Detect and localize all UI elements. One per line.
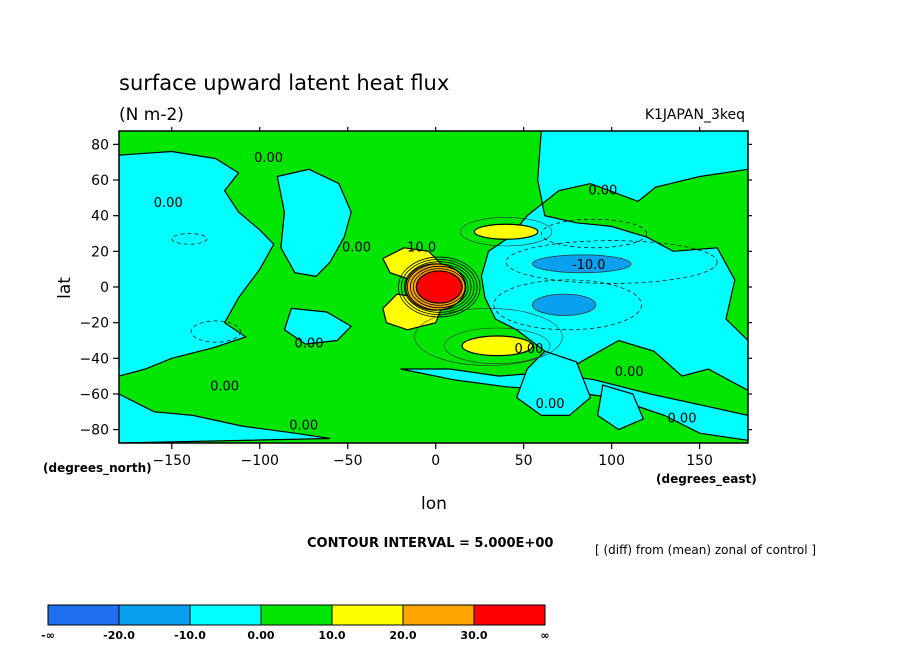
y-tick-label: 40 <box>91 209 109 225</box>
colorbar-label: 10.0 <box>318 629 345 642</box>
y-tick-label: −40 <box>79 351 109 367</box>
cyan-region <box>119 150 275 377</box>
x-units-label: (degrees_east) <box>656 472 757 487</box>
contour-lines <box>171 217 718 366</box>
contour-label: 0.00 <box>615 365 644 380</box>
contour-line-negative <box>493 279 642 331</box>
colorbar-label: ∞ <box>540 629 549 642</box>
colorbar-label: 20.0 <box>389 629 416 642</box>
x-tick-label: 150 <box>686 453 713 469</box>
contour-line-positive <box>414 308 563 366</box>
y-tick-label: 20 <box>91 244 109 260</box>
colorbar-bin <box>331 604 404 626</box>
contour-label: 0.00 <box>668 411 697 426</box>
x-tick-label: 100 <box>598 453 625 469</box>
x-tick-label: −150 <box>153 453 191 469</box>
contour-line-negative <box>171 233 208 245</box>
blue-region-south <box>532 293 597 316</box>
colorbar: -∞ -20.0 -10.0 0.00 10.0 20.0 30.0 ∞ <box>41 604 550 642</box>
contour-interval-text: CONTOUR INTERVAL = 5.000E+00 <box>307 536 553 551</box>
colorbar-bin <box>402 604 475 626</box>
x-axis-ticks: −150 −100 −50 0 50 100 150 <box>153 127 713 469</box>
contour-line-negative <box>505 240 718 284</box>
x-tick-label: −100 <box>241 453 279 469</box>
contour-field: 0.00 0.00 0.00 0.00 10.0 -10.0 0.00 0.00 0.00 0.0… <box>119 131 748 443</box>
diff-note-text: [ (diff) from (mean) zonal of control ] <box>595 543 816 557</box>
colorbar-label: 30.0 <box>460 629 487 642</box>
y-tick-label: 60 <box>91 173 109 189</box>
y-tick-label: 80 <box>91 137 109 153</box>
contour-line-positive <box>403 261 475 313</box>
cyan-region <box>283 307 353 345</box>
colorbar-label: -∞ <box>41 629 55 642</box>
cyan-region <box>596 384 645 431</box>
contour-line-positive <box>397 256 481 318</box>
contour-line-positive <box>406 263 472 311</box>
colorbar-bin <box>473 604 546 626</box>
y-units-label: (degrees_north) <box>43 461 152 476</box>
x-axis-label: lon <box>421 494 447 514</box>
x-tick-label: −50 <box>333 453 363 469</box>
red-region-core <box>415 270 463 304</box>
y-tick-label: 0 <box>100 280 109 296</box>
contour-label: 0.00 <box>536 397 565 412</box>
colorbar-label: 0.00 <box>247 629 274 642</box>
contour-line-negative <box>540 218 648 249</box>
chart-title: surface upward latent heat flux <box>119 71 449 95</box>
yellow-region-ne-patch <box>473 223 539 240</box>
cyan-region <box>276 168 352 277</box>
contour-label: 0.00 <box>210 379 239 394</box>
contour-label: -10.0 <box>572 258 606 273</box>
contour-label: 0.00 <box>588 183 617 198</box>
y-tick-label: −60 <box>79 387 109 403</box>
contour-line-positive <box>444 327 551 364</box>
y-axis-label: lat <box>55 277 75 299</box>
experiment-label: K1JAPAN_3keq <box>645 107 745 123</box>
contour-label: 0.00 <box>254 151 283 166</box>
colorbar-label: -10.0 <box>174 629 206 642</box>
colorbar-bin <box>189 604 262 626</box>
contour-label: 10.0 <box>407 240 436 255</box>
contour-line-positive <box>460 217 553 247</box>
chart-subtitle: (N m-2) <box>119 105 184 125</box>
y-tick-label: −80 <box>79 423 109 439</box>
contour-line-positive <box>400 258 478 316</box>
colorbar-bin <box>260 604 333 626</box>
blue-regions <box>532 254 632 316</box>
x-tick-label: 50 <box>515 453 533 469</box>
contour-label: 0.00 <box>342 240 371 255</box>
y-tick-label: −20 <box>79 316 109 332</box>
colorbar-bin <box>47 604 120 626</box>
colorbar-label: -20.0 <box>103 629 135 642</box>
colorbar-bin <box>118 604 191 626</box>
contour-line-negative <box>190 320 241 343</box>
x-tick-label: 0 <box>431 453 440 469</box>
contour-label: 0.00 <box>154 196 183 211</box>
contour-labels: 0.00 0.00 0.00 0.00 10.0 -10.0 0.00 0.00 0.00 0.0… <box>154 151 697 433</box>
contour-line-positive <box>412 268 466 306</box>
contour-label: 0.00 <box>514 342 543 357</box>
blue-region-north <box>532 254 632 274</box>
contour-line-positive <box>409 265 469 309</box>
contour-label: 0.00 <box>289 419 318 434</box>
cyan-regions <box>119 131 748 443</box>
cyan-region <box>515 350 592 416</box>
contour-label: 0.00 <box>295 337 324 352</box>
y-axis-ticks: 80 60 40 20 0 −20 −40 −60 −80 <box>79 137 752 439</box>
yellow-region-se-patch <box>461 335 534 357</box>
central-maximum <box>415 270 463 304</box>
